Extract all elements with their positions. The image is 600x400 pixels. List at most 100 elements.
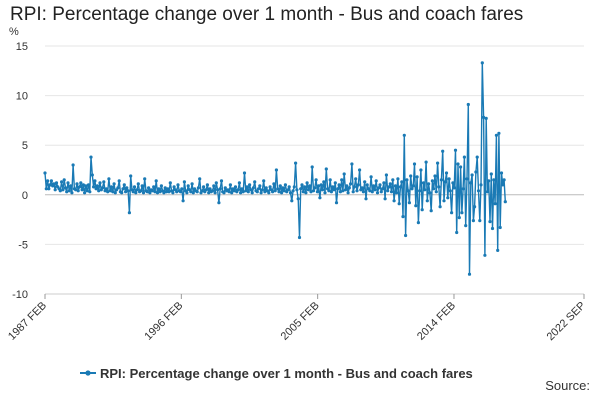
- data-point: [232, 189, 236, 193]
- data-point: [364, 197, 368, 201]
- data-point: [84, 184, 88, 188]
- data-point: [167, 190, 171, 194]
- data-point: [176, 183, 180, 187]
- data-point: [361, 190, 365, 194]
- data-point: [272, 182, 276, 186]
- data-point: [198, 177, 202, 181]
- data-point: [268, 185, 272, 189]
- data-point: [185, 191, 189, 195]
- data-point: [180, 187, 184, 191]
- data-point: [195, 190, 199, 194]
- data-point: [349, 182, 353, 186]
- data-point: [341, 189, 345, 193]
- data-point: [497, 131, 501, 135]
- data-point: [171, 191, 175, 195]
- data-point: [423, 188, 427, 192]
- data-point: [309, 190, 313, 194]
- data-point: [196, 186, 200, 190]
- data-point: [248, 183, 252, 187]
- data-point: [122, 183, 126, 187]
- data-point: [274, 168, 278, 172]
- data-point: [484, 116, 488, 120]
- data-point: [372, 184, 376, 188]
- data-point: [233, 185, 238, 189]
- data-point: [502, 178, 506, 182]
- data-point: [427, 182, 431, 186]
- data-point: [104, 187, 108, 191]
- data-point: [290, 199, 294, 203]
- data-point: [350, 162, 354, 166]
- data-point: [157, 187, 161, 191]
- data-point: [162, 191, 166, 195]
- data-point: [106, 190, 110, 194]
- data-point: [77, 185, 82, 189]
- data-point: [79, 181, 83, 185]
- series-line: [44, 62, 506, 275]
- data-point: [320, 188, 325, 192]
- data-point: [131, 190, 135, 194]
- data-point: [148, 191, 152, 195]
- data-point: [63, 186, 68, 190]
- data-point: [334, 201, 339, 205]
- chart-title: RPI: Percentage change over 1 month - Bu…: [10, 4, 524, 25]
- data-point: [186, 184, 190, 188]
- data-point: [153, 190, 157, 194]
- data-point: [236, 188, 240, 192]
- data-point: [369, 175, 373, 179]
- data-point: [210, 189, 215, 193]
- data-point: [493, 202, 497, 206]
- data-point: [145, 190, 149, 194]
- data-point: [205, 183, 209, 187]
- data-point: [391, 178, 395, 182]
- data-point: [264, 186, 268, 190]
- data-point: [93, 179, 97, 183]
- legend: RPI: Percentage change over 1 month - Bu…: [80, 366, 473, 381]
- data-point: [66, 181, 70, 185]
- data-point: [44, 187, 48, 191]
- data-point: [395, 191, 399, 195]
- data-point: [291, 189, 295, 193]
- data-point: [109, 185, 114, 189]
- y-tick-label: 10: [16, 91, 28, 103]
- y-unit-label: %: [9, 26, 19, 38]
- data-point: [136, 182, 140, 186]
- data-point: [97, 189, 101, 193]
- data-point: [428, 191, 432, 195]
- data-point: [496, 248, 500, 252]
- data-point: [356, 183, 360, 187]
- y-tick-label: 15: [16, 41, 28, 53]
- data-point: [126, 189, 130, 193]
- data-point: [100, 186, 105, 190]
- legend-label: RPI: Percentage change over 1 month - Bu…: [100, 366, 473, 381]
- data-point: [250, 191, 254, 195]
- data-point: [451, 181, 455, 185]
- data-point: [470, 173, 474, 177]
- data-point: [461, 187, 465, 191]
- data-point: [166, 187, 170, 191]
- data-point: [333, 181, 337, 185]
- data-point: [407, 201, 411, 205]
- data-point: [227, 190, 231, 194]
- data-point: [108, 189, 112, 193]
- data-point: [483, 253, 487, 257]
- data-point: [342, 172, 346, 176]
- data-point: [127, 211, 131, 215]
- data-point: [492, 178, 496, 182]
- data-point: [107, 177, 111, 181]
- data-point: [294, 161, 298, 165]
- data-point: [446, 196, 450, 200]
- data-point: [345, 184, 349, 188]
- data-point: [433, 174, 437, 178]
- data-point: [267, 191, 271, 195]
- data-point: [74, 188, 78, 192]
- data-point: [212, 184, 216, 188]
- data-point: [494, 133, 498, 137]
- data-point: [86, 183, 91, 187]
- data-point: [255, 190, 259, 194]
- data-point: [419, 168, 423, 172]
- data-point: [450, 211, 454, 215]
- data-point: [465, 177, 469, 181]
- data-point: [190, 182, 194, 186]
- data-point: [328, 178, 332, 182]
